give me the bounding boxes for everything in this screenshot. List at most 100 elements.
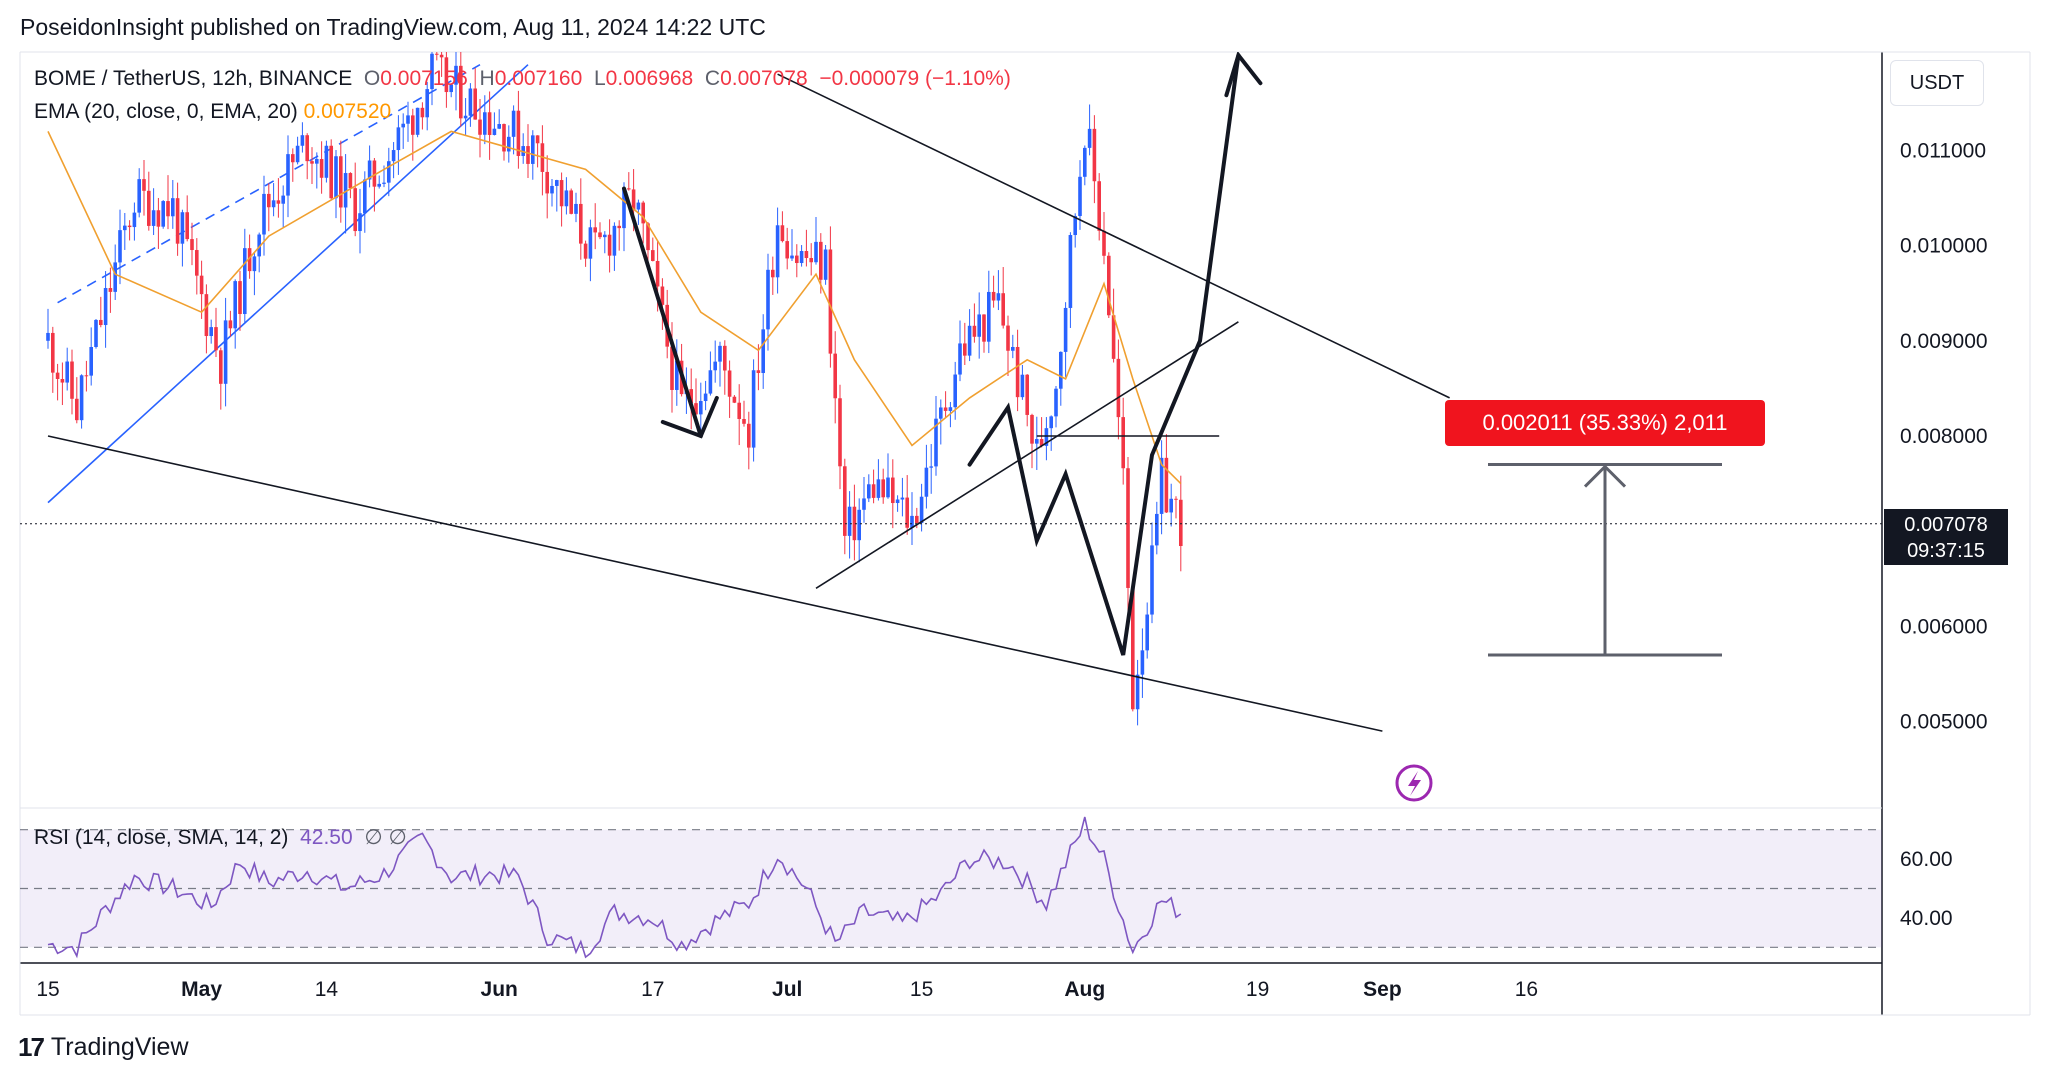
- candle-body: [329, 145, 333, 199]
- time-axis[interactable]: 15 May 14 Jun 17 Jul 15 Aug 19 Sep 16: [36, 978, 1538, 1001]
- legend-ema-label[interactable]: EMA (20, close, 0, EMA, 20): [34, 100, 298, 123]
- rsi-axis[interactable]: 60.00 40.00: [1900, 848, 1953, 930]
- candle-body: [190, 239, 194, 251]
- candle-body: [670, 346, 674, 390]
- candle-body: [276, 200, 281, 204]
- candle-body: [123, 225, 127, 231]
- candle-body: [833, 353, 837, 399]
- candle-body: [1006, 325, 1010, 351]
- candle-body: [617, 225, 621, 229]
- candle-body: [1121, 417, 1125, 469]
- candle-body: [1102, 230, 1106, 256]
- candle-body: [295, 145, 300, 163]
- measure-label[interactable]: 0.002011 (35.33%) 2,011: [1445, 400, 1765, 446]
- candle-body: [180, 212, 185, 244]
- candle-body: [641, 202, 645, 224]
- candle-body: [1044, 428, 1049, 446]
- candle-body: [972, 325, 977, 337]
- candle-body: [257, 234, 261, 257]
- price-tick-label: 0.006000: [1900, 615, 1988, 638]
- candle-body: [1011, 346, 1015, 351]
- rsi-line: [47, 816, 1182, 959]
- candle-body: [372, 160, 377, 187]
- candle-body: [852, 506, 857, 541]
- candle-body: [339, 156, 343, 208]
- candle-body: [545, 171, 549, 194]
- candle-body: [1145, 614, 1149, 651]
- ascending-trendline[interactable]: [815, 321, 1239, 589]
- candle-body: [583, 243, 588, 259]
- candle-body: [1126, 468, 1130, 588]
- candle-body: [55, 372, 60, 379]
- date-tick-label: Sep: [1363, 978, 1402, 1001]
- candle-body: [89, 347, 93, 376]
- candle-body: [891, 477, 895, 504]
- candle-body: [367, 160, 372, 180]
- candle-body: [166, 201, 170, 217]
- support-trendline[interactable]: [47, 435, 1383, 732]
- candle-body: [622, 188, 626, 229]
- candle-body: [1030, 414, 1034, 444]
- candle-body: [627, 188, 631, 190]
- price-axis[interactable]: 0.011000 0.010000 0.009000 0.008000 0.006000…: [1900, 139, 1988, 733]
- candle-body: [1063, 307, 1068, 352]
- candle-body: [291, 154, 295, 163]
- candle-body: [1140, 650, 1145, 675]
- resistance-trendline[interactable]: [777, 73, 1450, 399]
- measure-arrowhead: [1583, 464, 1627, 488]
- candle-body: [1155, 513, 1159, 546]
- candle-body: [185, 212, 189, 240]
- candle-body: [718, 345, 722, 362]
- candle-body: [559, 180, 564, 207]
- candle-body: [958, 343, 962, 375]
- chart-frame: [19, 51, 2031, 1016]
- candle-body: [766, 269, 770, 330]
- candle-body: [910, 515, 914, 528]
- candle-body: [775, 225, 780, 278]
- candle-body: [199, 275, 204, 295]
- candle-body: [799, 251, 804, 264]
- candle-body: [1116, 358, 1121, 418]
- candle-body: [795, 255, 799, 264]
- candle-body: [727, 370, 732, 397]
- candle-body: [1159, 457, 1164, 514]
- candle-body: [171, 198, 175, 217]
- candle-body: [1015, 346, 1020, 398]
- currency-selector[interactable]: USDT: [1890, 60, 1984, 106]
- candle-body: [1039, 439, 1044, 446]
- candle-body: [905, 497, 909, 528]
- candle-body: [99, 319, 103, 326]
- date-tick-label: Aug: [1064, 978, 1105, 1001]
- channel-line[interactable]: [47, 64, 529, 504]
- candle-body: [1078, 176, 1082, 217]
- candle-body: [483, 112, 487, 135]
- candle-body: [761, 329, 765, 374]
- candle-body: [348, 173, 353, 189]
- price-tick-label: 0.008000: [1900, 425, 1988, 448]
- candle-body: [531, 135, 535, 164]
- date-tick-label: 17: [641, 978, 664, 1001]
- legend-rsi-label[interactable]: RSI (14, close, SMA, 14, 2): [34, 826, 289, 849]
- candle-body: [881, 479, 885, 498]
- candle-body: [771, 269, 775, 278]
- candle-body: [953, 374, 957, 408]
- candle-body: [689, 389, 693, 404]
- legend-symbol[interactable]: BOME / TetherUS, 12h, BINANCE: [34, 67, 353, 90]
- arrow-june[interactable]: [622, 186, 703, 438]
- candle-body: [406, 115, 410, 124]
- candle-body: [838, 398, 842, 467]
- candle-body: [723, 345, 727, 371]
- candle-body: [737, 402, 741, 420]
- candle-body: [1111, 315, 1116, 359]
- candle-body: [790, 255, 794, 259]
- zigzag-projection[interactable]: [967, 53, 1241, 656]
- price-tick-label: 0.009000: [1900, 330, 1988, 353]
- candle-body: [948, 407, 953, 411]
- candle-body: [223, 320, 228, 384]
- candle-body: [60, 378, 65, 383]
- lightning-icon[interactable]: [1395, 764, 1433, 802]
- candle-body: [94, 319, 98, 348]
- tradingview-logo[interactable]: 17 TradingView: [18, 1032, 189, 1063]
- candle-body: [233, 281, 237, 329]
